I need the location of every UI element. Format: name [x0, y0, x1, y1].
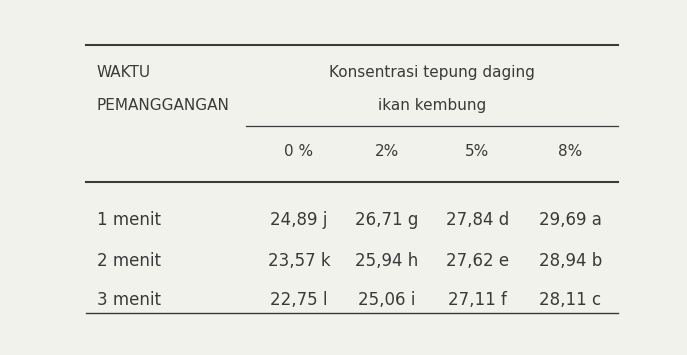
Text: 2 menit: 2 menit [96, 252, 161, 270]
Text: 28,11 c: 28,11 c [539, 290, 601, 308]
Text: 29,69 a: 29,69 a [539, 211, 602, 229]
Text: 25,06 i: 25,06 i [358, 290, 416, 308]
Text: 27,11 f: 27,11 f [448, 290, 506, 308]
Text: WAKTU: WAKTU [96, 65, 150, 80]
Text: 23,57 k: 23,57 k [267, 252, 330, 270]
Text: 1 menit: 1 menit [96, 211, 161, 229]
Text: ikan kembung: ikan kembung [378, 98, 486, 113]
Text: 27,84 d: 27,84 d [446, 211, 509, 229]
Text: 0 %: 0 % [284, 144, 313, 159]
Text: 24,89 j: 24,89 j [270, 211, 328, 229]
Text: 28,94 b: 28,94 b [539, 252, 602, 270]
Text: 5%: 5% [465, 144, 489, 159]
Text: 8%: 8% [559, 144, 583, 159]
Text: 22,75 l: 22,75 l [270, 290, 328, 308]
Text: Konsentrasi tepung daging: Konsentrasi tepung daging [329, 65, 535, 80]
Text: 2%: 2% [374, 144, 399, 159]
Text: 27,62 e: 27,62 e [446, 252, 509, 270]
Text: PEMANGGANGAN: PEMANGGANGAN [96, 98, 229, 113]
Text: 3 menit: 3 menit [96, 290, 161, 308]
Text: 25,94 h: 25,94 h [355, 252, 418, 270]
Text: 26,71 g: 26,71 g [355, 211, 418, 229]
